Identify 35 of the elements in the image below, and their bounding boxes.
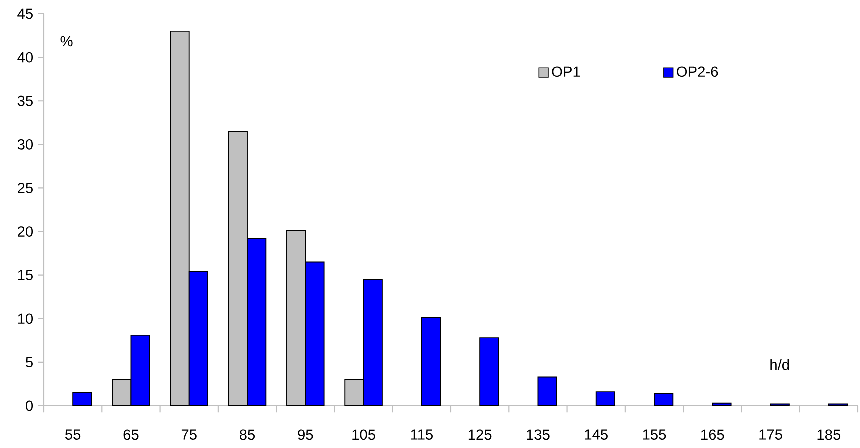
y-tick-label: 45 xyxy=(18,8,33,20)
x-tick-label: 65 xyxy=(124,430,139,440)
bar xyxy=(596,392,616,406)
x-tick-label: 75 xyxy=(182,430,197,440)
y-tick-label: 40 xyxy=(18,52,34,63)
x-tick-label: 155 xyxy=(643,430,666,440)
bar xyxy=(538,376,558,406)
x-tick-label: 95 xyxy=(298,430,314,440)
y-tick-label: 25 xyxy=(18,183,33,194)
x-tick-label: 165 xyxy=(702,430,724,440)
bar xyxy=(480,338,500,406)
x-tick-label: 175 xyxy=(760,430,782,440)
y-tick-label: 15 xyxy=(18,270,33,280)
x-tick-label: 145 xyxy=(585,430,608,440)
y-tick-label: 20 xyxy=(18,226,34,237)
bar xyxy=(72,392,92,406)
x-tick-label: 55 xyxy=(66,430,81,440)
x-axis-title: h/d xyxy=(770,359,790,370)
legend-label: OP2-6 xyxy=(677,66,718,78)
y-tick-label: 5 xyxy=(26,357,33,368)
x-tick-label: 105 xyxy=(352,430,376,440)
y-tick-label: 30 xyxy=(18,139,34,150)
x-tick-label: 125 xyxy=(468,430,492,440)
y-tick-label: 0 xyxy=(26,400,34,412)
y-tick-label: 10 xyxy=(18,314,34,324)
x-tick-label: 135 xyxy=(527,430,550,440)
y-tick-label: 35 xyxy=(18,96,33,106)
x-tick-label: 85 xyxy=(240,430,256,440)
x-tick-label: 115 xyxy=(411,430,433,440)
bar xyxy=(654,393,674,406)
legend-label: OP1 xyxy=(552,66,580,78)
bar xyxy=(712,402,732,406)
y-axis-title: % xyxy=(60,36,73,47)
bar xyxy=(421,318,442,406)
x-tick-label: 185 xyxy=(818,430,841,440)
